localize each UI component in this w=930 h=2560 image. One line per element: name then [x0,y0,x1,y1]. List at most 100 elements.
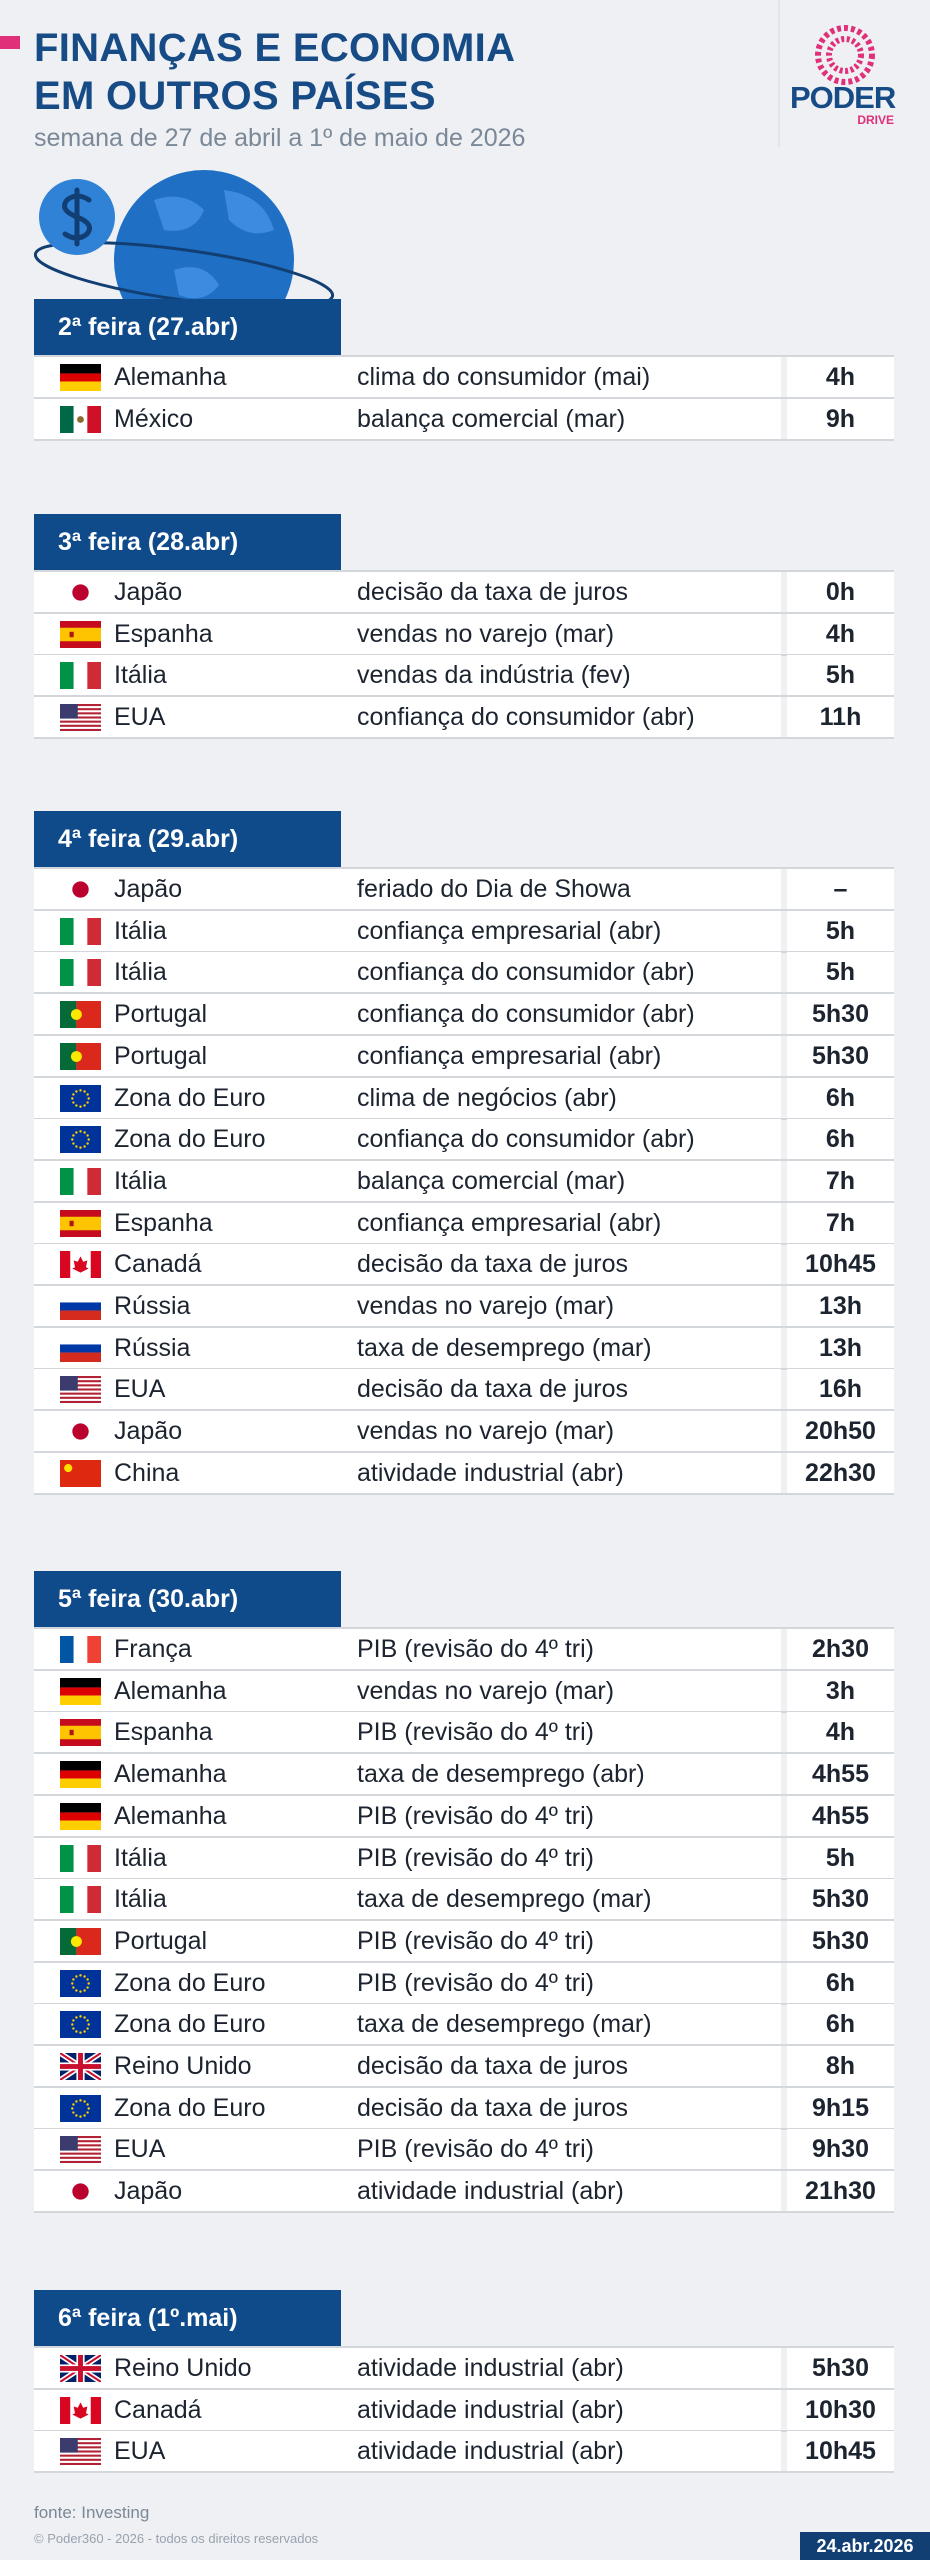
flag-part [60,1344,101,1353]
separator [34,867,894,869]
date-badge: 24.abr.2026 [800,2532,930,2560]
row-bg [34,2046,781,2086]
country: Canadá [114,2395,202,2424]
flag-part [72,2183,89,2200]
flag-part [72,1142,75,1145]
row-bg [34,1369,781,1410]
time-bg [787,1119,894,1160]
event: PIB (revisão do 4º tri) [357,1926,594,1955]
time-bg [787,398,894,439]
flag-part [86,1100,89,1104]
time-bg [787,1754,894,1795]
flag-part [75,1103,78,1107]
separator [34,1669,894,1671]
flag-part [60,1084,101,1112]
country: Espanha [114,1208,213,1237]
flag [60,2094,101,2122]
time: 4h55 [812,1760,869,1789]
event: vendas no varejo (mar) [357,1292,615,1320]
event: PIB (revisão do 4º tri) [357,1635,594,1663]
time-bg [787,1670,894,1711]
flag [60,1001,101,1029]
flag-part [72,2027,75,2031]
event: confiança do consumidor (abr) [357,958,695,987]
separator [34,2429,894,2432]
flag [60,1844,101,1872]
country: Portugal [114,1926,208,1955]
flag-part [60,2064,101,2069]
separator [34,438,894,441]
flag [60,1167,101,1195]
flag [60,1969,101,1997]
row-bg [34,1962,781,2003]
row-bg [34,1670,781,1711]
flag [60,959,101,987]
flag [60,1251,101,1279]
flag-part [60,1384,101,1387]
separator [34,1451,894,1454]
time: 5h [825,958,856,987]
flag-part [60,405,74,433]
flag-part [87,662,101,690]
flag [60,1886,101,1914]
flag-part [72,1423,89,1440]
row-bg [34,1629,781,1669]
flag-part [72,2402,89,2419]
flag-part [73,662,88,690]
time-bg [787,1962,894,2003]
event: PIB (revisão do 4º tri) [357,2135,594,2164]
time-bg [787,1160,894,1201]
flag-part [73,1636,88,1663]
event: vendas no varejo (mar) [357,1676,615,1705]
flag-part [60,1042,77,1070]
separator [34,1284,894,1287]
row-bg [34,1837,781,1878]
country: Reino Unido [114,2354,252,2382]
flag-part [72,1977,75,1981]
row-bg [34,1712,781,1753]
flag-part [83,1974,86,1978]
event: PIB (revisão do 4º tri) [357,1968,594,1997]
row-bg [34,357,781,397]
time-bg [787,1879,894,1920]
flag-part [60,1393,101,1396]
row-bg [34,1160,781,1201]
logo-sub: DRIVE [857,113,894,127]
event: PIB (revisão do 4º tri) [357,1801,594,1830]
flag-part [71,1981,74,1985]
flag-part [72,2102,75,2106]
flag [60,2355,101,2382]
flag-part [60,1636,74,1663]
flag [60,1084,101,1112]
event: balança comercial (mar) [357,1166,626,1195]
flag-part [60,1376,101,1379]
flag-part [72,881,89,898]
flag [60,364,101,391]
separator [34,1627,894,1629]
time: 13h [818,1333,863,1362]
separator [34,2388,894,2390]
flag-part [87,1167,101,1195]
row-bg [34,697,781,738]
time: 6h [825,2010,856,2039]
flag-part [72,1256,89,1273]
subtitle: semana de 27 de abril a 1º de maio de 20… [34,124,526,152]
country: Itália [114,661,167,690]
divider [778,0,780,147]
country: China [114,1458,180,1487]
country: Portugal [114,1041,208,1070]
time: 5h30 [812,1926,869,1955]
separator [34,1367,894,1370]
flag [60,876,101,903]
flag-part [60,1695,101,1705]
logo-ring [815,25,875,85]
flag-part [83,1145,86,1148]
separator [34,653,894,656]
time-bg [787,1712,894,1753]
separator [34,1835,894,1838]
separator [34,2127,894,2130]
separator [34,1492,894,1495]
row-bg [34,2348,781,2388]
flag-part [60,1293,101,1303]
time: – [833,875,848,903]
